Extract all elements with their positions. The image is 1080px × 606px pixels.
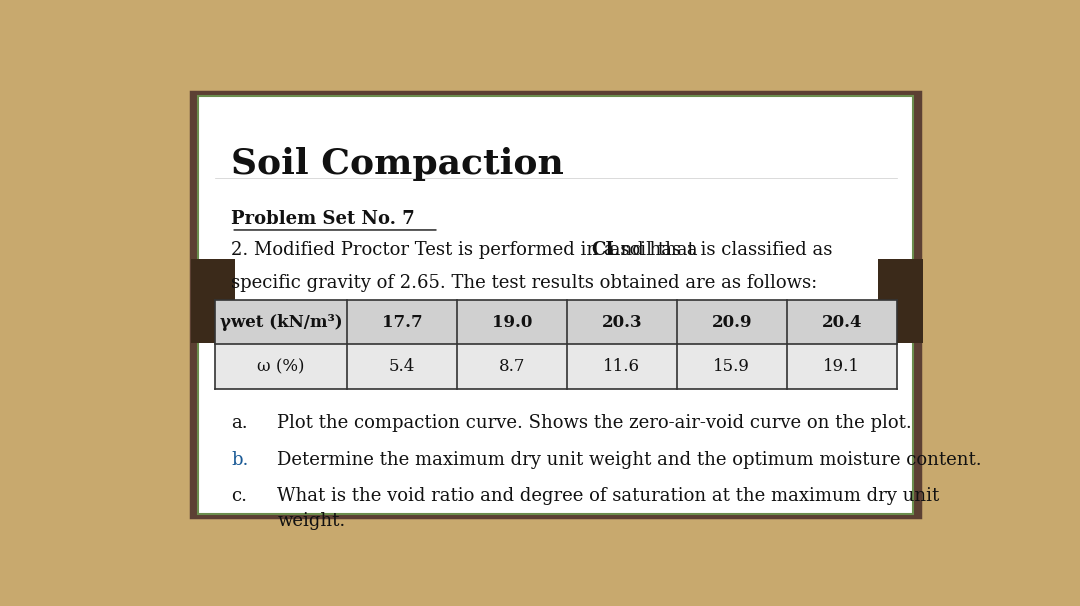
Text: 20.9: 20.9: [712, 314, 752, 331]
Text: specific gravity of 2.65. The test results obtained are as follows:: specific gravity of 2.65. The test resul…: [231, 275, 818, 292]
Text: 5.4: 5.4: [389, 358, 416, 375]
Text: What is the void ratio and degree of saturation at the maximum dry unit
weight.: What is the void ratio and degree of sat…: [278, 487, 940, 530]
Bar: [878, 259, 922, 344]
Text: 19.0: 19.0: [491, 314, 532, 331]
FancyBboxPatch shape: [191, 92, 920, 518]
Text: CL: CL: [592, 241, 619, 259]
Text: 17.7: 17.7: [382, 314, 422, 331]
Text: Problem Set No. 7: Problem Set No. 7: [231, 210, 415, 228]
Text: 15.9: 15.9: [714, 358, 751, 375]
Text: and has a: and has a: [604, 241, 698, 259]
Text: Determine the maximum dry unit weight and the optimum moisture content.: Determine the maximum dry unit weight an…: [278, 451, 982, 468]
Text: Soil Compaction: Soil Compaction: [231, 147, 564, 181]
Text: 20.4: 20.4: [822, 314, 862, 331]
Text: a.: a.: [231, 415, 248, 432]
Text: Plot the compaction curve. Shows the zero-air-void curve on the plot.: Plot the compaction curve. Shows the zer…: [278, 415, 912, 432]
Bar: [191, 259, 235, 344]
Text: 2. Modified Proctor Test is performed in a soil that is classified as: 2. Modified Proctor Test is performed in…: [231, 241, 838, 259]
Text: b.: b.: [231, 451, 248, 468]
Text: 19.1: 19.1: [823, 358, 860, 375]
Text: 20.3: 20.3: [602, 314, 643, 331]
FancyBboxPatch shape: [198, 96, 914, 514]
Bar: [215, 300, 896, 344]
Text: c.: c.: [231, 487, 247, 505]
Text: γwet (kN/m³): γwet (kN/m³): [219, 314, 342, 331]
Bar: [215, 344, 896, 388]
Text: ω (%): ω (%): [257, 358, 305, 375]
Text: 11.6: 11.6: [604, 358, 640, 375]
Text: 8.7: 8.7: [499, 358, 525, 375]
